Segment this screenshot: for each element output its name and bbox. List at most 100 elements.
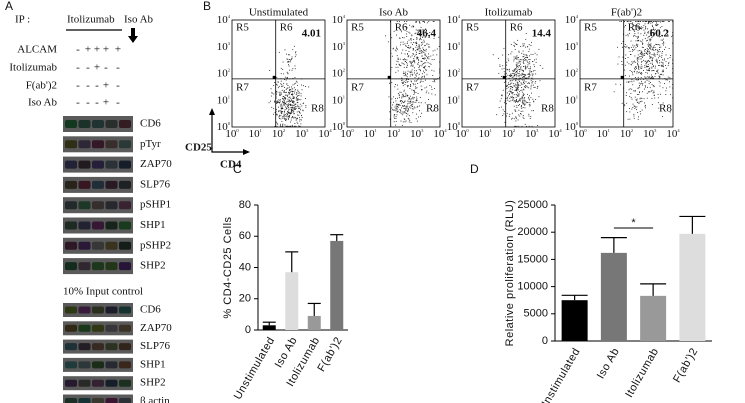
event-dot (282, 61, 284, 63)
event-dot (286, 58, 288, 60)
tick-base: 10 (573, 128, 585, 140)
event-dot (523, 45, 525, 47)
y-tick-label: 101 (565, 94, 578, 106)
event-dot (522, 74, 524, 75)
event-dot (418, 21, 420, 22)
event-dot (658, 107, 660, 109)
event-dot (286, 87, 288, 89)
event-dot (501, 68, 503, 70)
event-dot (406, 27, 408, 29)
event-dot (392, 109, 394, 110)
event-dot (281, 108, 283, 109)
event-dot (411, 89, 413, 91)
bar (640, 295, 667, 341)
event-dot (524, 100, 526, 102)
event-dot (655, 49, 657, 51)
event-dot (662, 74, 664, 76)
event-dot (651, 66, 653, 68)
event-dot (517, 89, 519, 91)
event-dot (291, 124, 293, 126)
arrow-head (209, 108, 250, 155)
event-dot (281, 107, 283, 109)
blot-band (105, 221, 118, 230)
event-dot (511, 73, 513, 74)
event-dot (508, 115, 510, 117)
event-dot (648, 60, 650, 62)
event-dot (528, 82, 530, 83)
event-dot (420, 70, 421, 72)
event-dot (286, 115, 288, 117)
event-dot (294, 123, 296, 124)
event-dot (637, 46, 638, 47)
event-dot (298, 94, 300, 96)
event-dot (528, 68, 530, 69)
blot-band (119, 306, 131, 314)
event-dot (397, 58, 399, 60)
event-dot (634, 48, 636, 50)
event-dot (403, 95, 404, 97)
tick-exp: 3 (458, 41, 461, 46)
event-dot (642, 27, 644, 29)
event-dot (651, 32, 653, 34)
event-dot (534, 70, 536, 71)
event-dot (410, 99, 412, 101)
event-dot (628, 81, 629, 83)
event-dot (435, 79, 437, 80)
event-dot (403, 90, 405, 92)
x-tick-label: 100 (573, 128, 587, 140)
event-dot (403, 108, 405, 109)
event-dot (662, 116, 663, 117)
event-dot (633, 115, 635, 117)
event-dot (425, 69, 426, 71)
x-tick-label: 104 (318, 128, 332, 140)
y-tick-label: 40 (239, 261, 251, 273)
event-dot (290, 111, 292, 113)
event-dot (516, 99, 517, 100)
event-dot (648, 21, 650, 23)
event-dot (635, 79, 637, 80)
event-dot (293, 111, 295, 113)
event-dot (644, 21, 646, 22)
event-dot (421, 50, 423, 51)
event-dot (649, 77, 651, 79)
event-dot (424, 37, 426, 39)
event-dot (663, 71, 664, 73)
event-dot (278, 110, 280, 112)
event-dot (509, 70, 510, 72)
event-dot (510, 96, 512, 98)
event-dot (645, 28, 646, 30)
event-dot (518, 109, 520, 111)
quadrant-label: R6 (395, 22, 408, 34)
event-dot (637, 79, 639, 81)
event-dot (288, 105, 289, 106)
blot-band (78, 160, 91, 169)
event-dot (629, 32, 630, 34)
event-dot (284, 49, 286, 51)
event-dot (663, 59, 665, 61)
treatment-sign: + (94, 44, 100, 56)
tick-exp: 2 (513, 128, 515, 133)
event-dot (402, 82, 403, 84)
event-dot (649, 52, 651, 54)
event-dot (652, 85, 654, 86)
event-dot (424, 66, 425, 68)
event-dot (657, 71, 658, 73)
event-dot (408, 85, 409, 87)
blot-band (78, 180, 91, 189)
event-dot (417, 63, 419, 65)
tick-exp: 3 (306, 128, 309, 133)
event-dot (399, 37, 401, 39)
event-dot (391, 98, 393, 100)
event-dot (396, 60, 398, 62)
event-dot (283, 113, 285, 115)
event-dot (411, 105, 413, 107)
event-dot (642, 43, 643, 45)
event-dot (669, 86, 671, 88)
event-dot (416, 80, 418, 82)
event-dot (656, 71, 658, 72)
event-dot (654, 55, 656, 57)
event-dot (513, 100, 515, 102)
tick-base: 10 (217, 67, 229, 79)
event-dot (660, 64, 662, 66)
event-dot (403, 66, 405, 68)
